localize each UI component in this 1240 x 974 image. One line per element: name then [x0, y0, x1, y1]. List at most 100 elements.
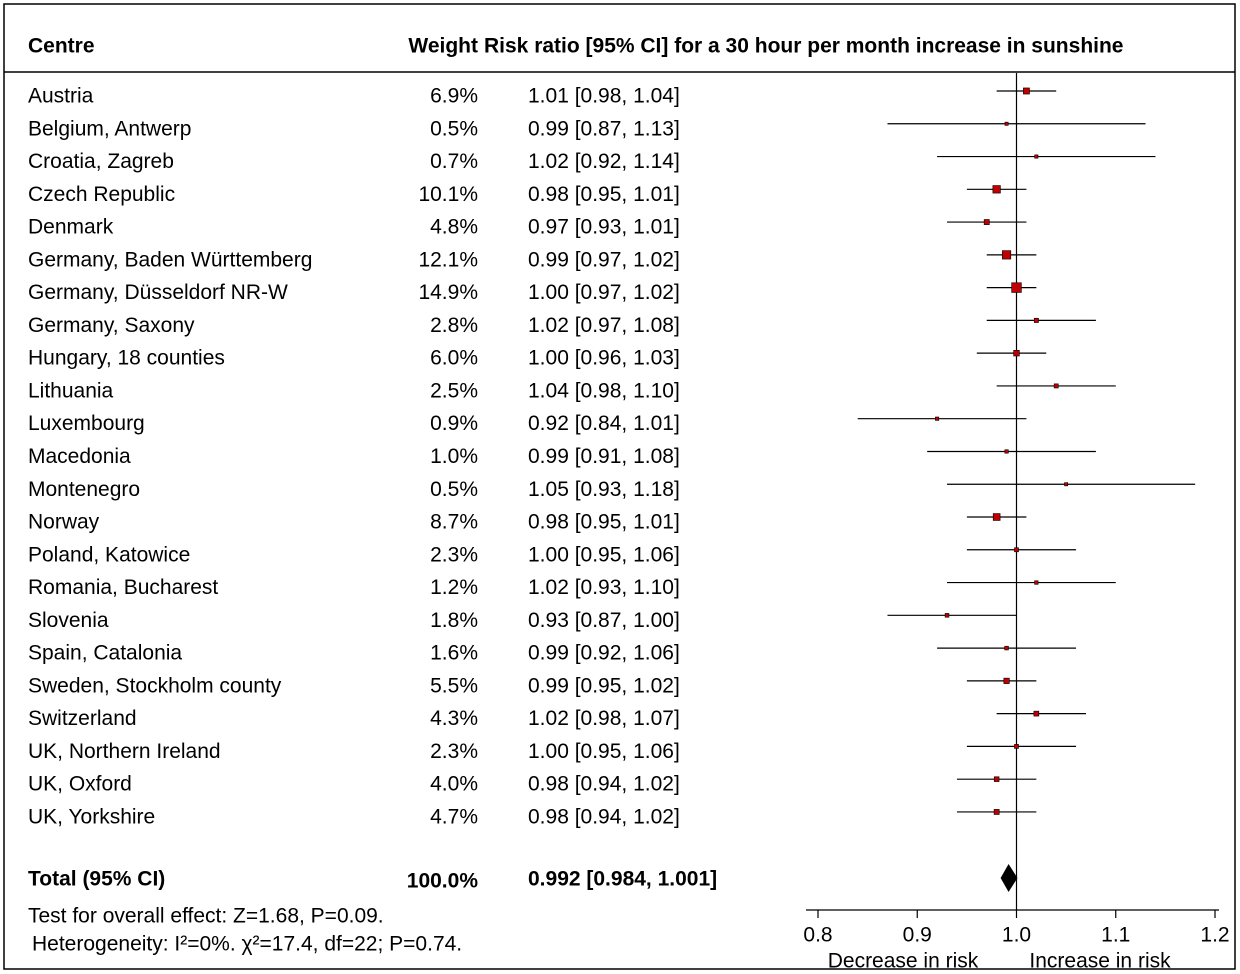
- effect-label: 1.05 [0.93, 1.18]: [528, 478, 680, 501]
- header-weight: Weight: [408, 35, 478, 58]
- weight-label: 0.5%: [430, 478, 478, 501]
- estimate-marker: [1014, 744, 1019, 749]
- weight-label: 14.9%: [418, 281, 478, 304]
- centre-label: Romania, Bucharest: [28, 576, 218, 599]
- total-diamond: [1000, 864, 1018, 892]
- estimate-marker: [993, 776, 1000, 782]
- centre-label: Montenegro: [28, 478, 140, 501]
- estimate-marker: [1053, 383, 1059, 389]
- weight-label: 4.0%: [430, 773, 478, 796]
- centre-label: Hungary, 18 counties: [28, 347, 225, 370]
- frame: [3, 3, 1236, 970]
- weight-label: 10.1%: [418, 183, 478, 206]
- total-label: Total (95% CI): [28, 868, 165, 891]
- effect-label: 1.00 [0.97, 1.02]: [528, 281, 680, 304]
- estimate-marker: [1014, 547, 1019, 553]
- effect-label: 1.00 [0.96, 1.03]: [528, 347, 680, 370]
- centre-label: Lithuania: [28, 379, 114, 402]
- centre-label: Croatia, Zagreb: [28, 150, 174, 173]
- centre-label: Belgium, Antwerp: [28, 117, 191, 140]
- centre-label: Spain, Catalonia: [28, 642, 182, 665]
- effect-label: 1.02 [0.92, 1.14]: [528, 150, 680, 173]
- weight-label: 0.5%: [430, 117, 478, 140]
- effect-label: 0.98 [0.95, 1.01]: [528, 183, 680, 206]
- centre-label: Slovenia: [28, 609, 109, 632]
- header-centre: Centre: [28, 35, 95, 58]
- axis-label-left: Decrease in risk: [828, 950, 979, 973]
- axis-label-right: Increase in risk: [1029, 950, 1171, 973]
- weight-label: 4.8%: [430, 216, 478, 239]
- weight-label: 12.1%: [418, 248, 478, 271]
- weight-label: 2.8%: [430, 314, 478, 337]
- effect-label: 0.98 [0.94, 1.02]: [528, 773, 680, 796]
- centre-label: Sweden, Stockholm county: [28, 674, 282, 697]
- x-tick-label: 1.2: [1200, 924, 1229, 947]
- footnote: Heterogeneity: I²=0%. χ²=17.4, df=22; P=…: [32, 933, 462, 956]
- effect-label: 0.93 [0.87, 1.00]: [528, 609, 680, 632]
- centre-label: Germany, Saxony: [28, 314, 195, 337]
- effect-label: 0.99 [0.87, 1.13]: [528, 117, 680, 140]
- centre-label: Switzerland: [28, 707, 137, 730]
- x-tick-label: 0.8: [803, 924, 832, 947]
- centre-label: Denmark: [28, 216, 114, 239]
- estimate-marker: [935, 416, 940, 421]
- effect-label: 0.92 [0.84, 1.01]: [528, 412, 680, 435]
- effect-label: 1.00 [0.95, 1.06]: [528, 543, 680, 566]
- weight-label: 1.8%: [430, 609, 478, 632]
- effect-label: 0.99 [0.92, 1.06]: [528, 642, 680, 665]
- centre-label: Luxembourg: [28, 412, 145, 435]
- estimate-marker: [1023, 87, 1030, 95]
- weight-label: 6.9%: [430, 85, 478, 108]
- x-tick-label: 1.0: [1002, 924, 1031, 947]
- centre-label: Czech Republic: [28, 183, 175, 206]
- weight-label: 1.2%: [430, 576, 478, 599]
- centre-label: Germany, Düsseldorf NR-W: [28, 281, 288, 304]
- estimate-marker: [1011, 282, 1022, 293]
- effect-label: 0.99 [0.91, 1.08]: [528, 445, 680, 468]
- weight-label: 1.6%: [430, 642, 478, 665]
- x-tick-label: 1.1: [1101, 924, 1130, 947]
- estimate-marker: [1033, 710, 1040, 717]
- estimate-marker: [1033, 317, 1039, 323]
- estimate-marker: [944, 613, 950, 618]
- total-weight: 100.0%: [407, 870, 479, 893]
- effect-label: 0.98 [0.94, 1.02]: [528, 805, 680, 828]
- effect-label: 0.97 [0.93, 1.01]: [528, 216, 680, 239]
- estimate-marker: [1034, 154, 1039, 159]
- estimate-marker: [992, 513, 1001, 521]
- estimate-marker: [1004, 645, 1009, 651]
- effect-label: 1.02 [0.93, 1.10]: [528, 576, 680, 599]
- estimate-marker: [1003, 677, 1010, 684]
- effect-label: 1.04 [0.98, 1.10]: [528, 379, 680, 402]
- centre-label: Norway: [28, 511, 100, 534]
- estimate-marker: [993, 809, 1000, 815]
- weight-label: 4.7%: [430, 805, 478, 828]
- centre-label: Austria: [28, 85, 94, 108]
- effect-label: 0.98 [0.95, 1.01]: [528, 511, 680, 534]
- x-tick-label: 0.9: [903, 924, 932, 947]
- estimate-marker: [1002, 250, 1012, 260]
- weight-label: 0.7%: [430, 150, 478, 173]
- estimate-marker: [1004, 449, 1009, 454]
- estimate-marker: [1004, 121, 1009, 126]
- centre-label: Poland, Katowice: [28, 543, 190, 566]
- footnote: Test for overall effect: Z=1.68, P=0.09.: [28, 905, 384, 928]
- effect-label: 1.02 [0.97, 1.08]: [528, 314, 680, 337]
- estimate-marker: [1064, 482, 1069, 487]
- total-effect: 0.992 [0.984, 1.001]: [528, 868, 717, 891]
- estimate-marker: [1013, 350, 1020, 357]
- centre-label: UK, Oxford: [28, 773, 132, 796]
- weight-label: 2.5%: [430, 379, 478, 402]
- weight-label: 6.0%: [430, 347, 478, 370]
- estimate-marker: [992, 185, 1001, 194]
- weight-label: 2.3%: [430, 543, 478, 566]
- effect-label: 1.00 [0.95, 1.06]: [528, 740, 680, 763]
- effect-label: 0.99 [0.95, 1.02]: [528, 674, 680, 697]
- weight-label: 0.9%: [430, 412, 478, 435]
- effect-label: 1.01 [0.98, 1.04]: [528, 85, 680, 108]
- centre-label: UK, Yorkshire: [28, 805, 155, 828]
- effect-label: 0.99 [0.97, 1.02]: [528, 248, 680, 271]
- estimate-marker: [1034, 580, 1039, 585]
- weight-label: 4.3%: [430, 707, 478, 730]
